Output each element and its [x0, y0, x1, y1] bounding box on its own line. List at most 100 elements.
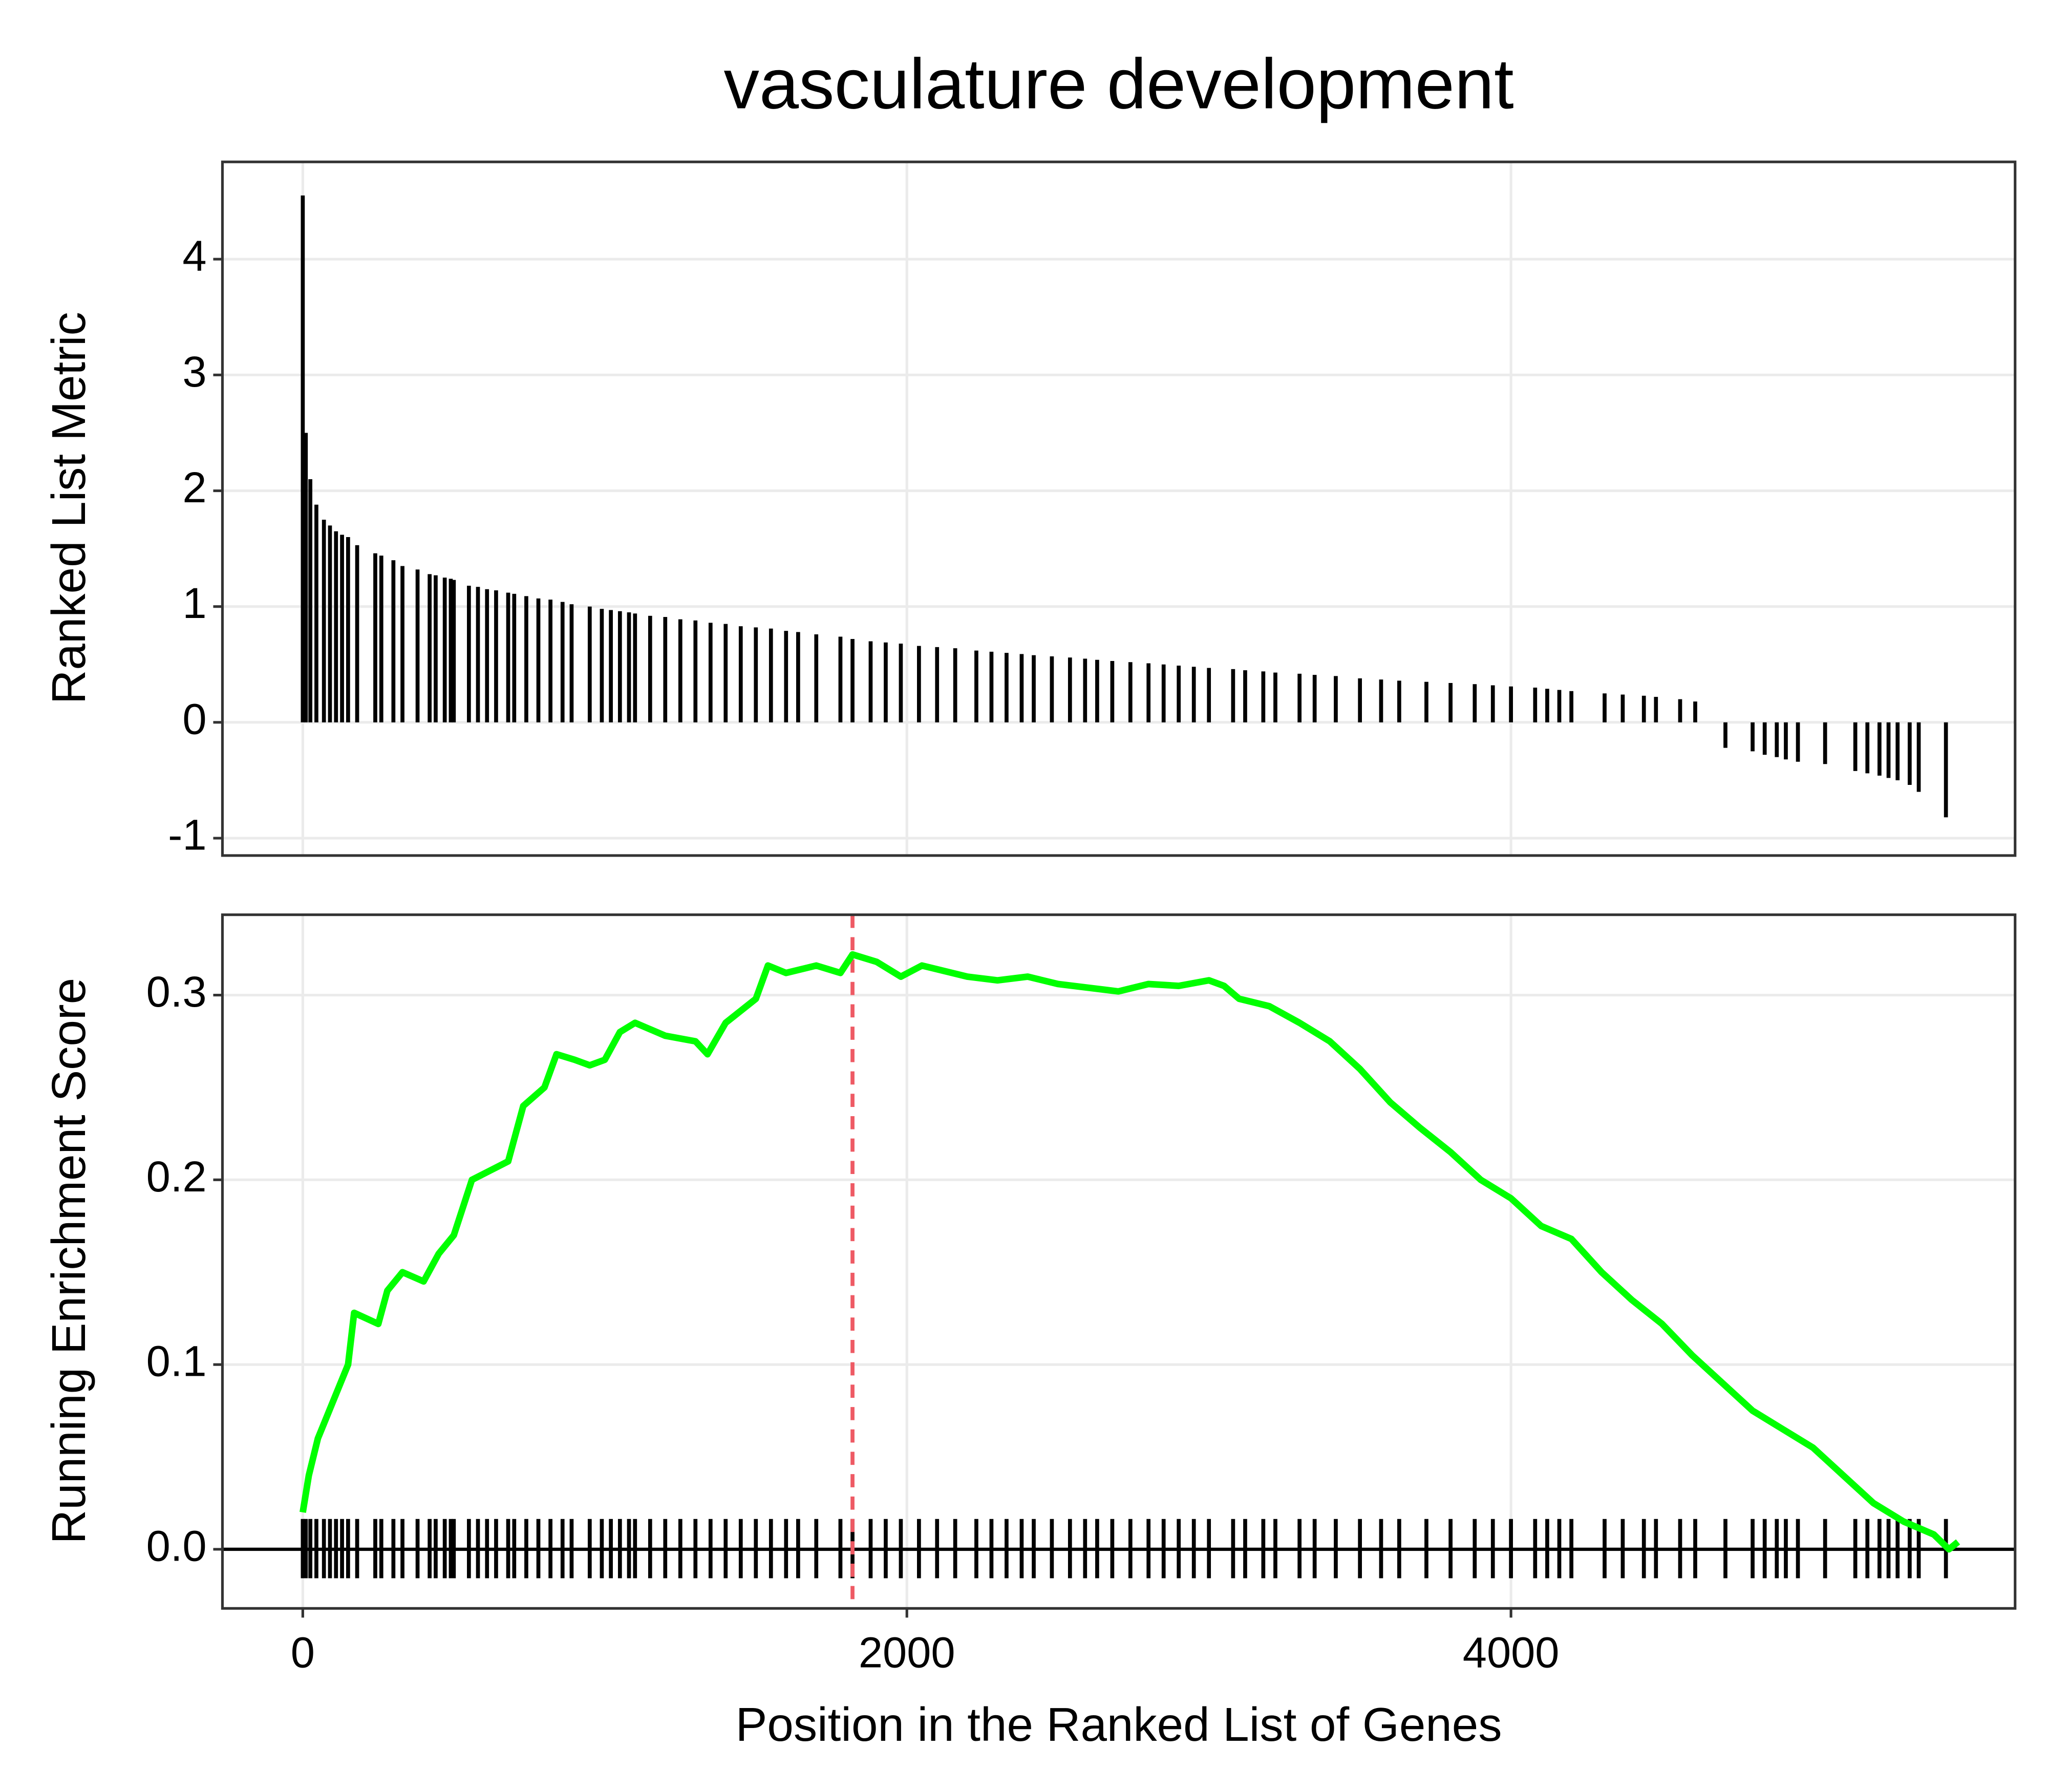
bar	[1490, 685, 1495, 722]
bar	[1297, 673, 1302, 722]
y-tick-label: 0.3	[146, 967, 207, 1016]
bar	[476, 587, 480, 722]
panel-border	[221, 913, 2017, 1610]
x-tick-label: 4000	[1463, 1628, 1560, 1676]
bar	[1865, 722, 1870, 774]
bar	[1784, 722, 1788, 760]
bar	[1050, 656, 1054, 722]
bar	[1509, 686, 1513, 722]
y-tick-label: 3	[182, 347, 206, 396]
bar	[1110, 660, 1115, 722]
y-tick-label: 0.1	[146, 1337, 207, 1385]
bar	[1207, 668, 1211, 722]
bar	[1358, 678, 1362, 722]
bar	[1678, 699, 1682, 722]
x-axis-label: Position in the Ranked List of Genes	[736, 1698, 1502, 1751]
bar	[322, 520, 326, 722]
bar	[627, 612, 631, 722]
bar	[1569, 691, 1573, 722]
bar	[1654, 697, 1658, 722]
bar	[678, 619, 682, 722]
x-tick-label: 0	[291, 1628, 315, 1676]
bar	[769, 628, 773, 722]
bar	[1751, 722, 1755, 752]
bar	[1146, 663, 1151, 722]
bar	[391, 560, 396, 722]
bar	[796, 632, 800, 722]
chart-title: vasculature development	[724, 44, 1514, 123]
bar	[434, 575, 438, 722]
bar	[738, 626, 743, 722]
bar	[373, 553, 377, 722]
bar	[452, 580, 456, 722]
bar	[1261, 671, 1266, 722]
bar	[693, 620, 698, 722]
bar	[442, 578, 447, 722]
bar	[838, 636, 843, 722]
bar	[428, 574, 432, 722]
bar	[1231, 669, 1235, 722]
y-tick-label: 4	[182, 231, 206, 280]
bar	[569, 604, 574, 722]
bar	[1312, 675, 1317, 722]
bar	[754, 627, 758, 722]
bar	[1379, 679, 1383, 722]
bar	[1424, 681, 1428, 722]
bar	[1603, 693, 1607, 722]
bar	[415, 569, 420, 722]
bar	[1068, 657, 1072, 722]
bar	[617, 611, 622, 722]
bar	[1177, 666, 1181, 722]
y-tick-label: 0	[182, 694, 206, 743]
y-tick-label: -1	[168, 810, 206, 859]
bar	[346, 537, 350, 722]
bar	[1557, 690, 1562, 722]
y-tick-label: 0.0	[146, 1521, 207, 1570]
bar	[304, 433, 308, 722]
bar	[989, 651, 994, 722]
bar	[1032, 655, 1036, 722]
bar	[1019, 654, 1024, 722]
bar	[784, 631, 788, 722]
bar	[587, 606, 592, 722]
bar	[536, 598, 541, 722]
bar	[355, 545, 359, 722]
bar	[449, 579, 453, 722]
bar	[1083, 658, 1087, 722]
bar	[609, 610, 613, 722]
bar	[1334, 676, 1338, 722]
es-line	[300, 951, 1960, 1553]
y-tick-label: 1	[182, 579, 206, 627]
bar	[868, 641, 873, 722]
bar	[1877, 722, 1882, 776]
bar	[548, 600, 552, 722]
panel-border	[221, 160, 2017, 857]
bar	[1005, 653, 1009, 722]
y-axis-label: Ranked List Metric	[42, 312, 95, 704]
y-axis-label: Running Enrichment Score	[42, 978, 95, 1544]
bar	[328, 525, 332, 722]
bar	[1853, 722, 1858, 771]
bar	[1641, 695, 1646, 722]
bar	[1823, 722, 1827, 764]
bar	[1448, 682, 1453, 722]
bar	[916, 646, 921, 722]
bar	[1620, 694, 1625, 722]
bar	[1191, 667, 1196, 722]
bar	[1916, 722, 1921, 792]
bar	[648, 615, 652, 722]
bar	[400, 566, 404, 722]
bar	[314, 504, 318, 722]
bar	[308, 479, 312, 722]
bar	[633, 613, 637, 722]
bar	[485, 589, 489, 722]
bar	[1895, 722, 1900, 780]
bar	[512, 593, 517, 722]
bar	[1473, 684, 1477, 722]
bar	[1545, 689, 1549, 722]
bar	[301, 195, 305, 722]
bar	[560, 602, 565, 722]
y-tick-label: 2	[182, 463, 206, 511]
